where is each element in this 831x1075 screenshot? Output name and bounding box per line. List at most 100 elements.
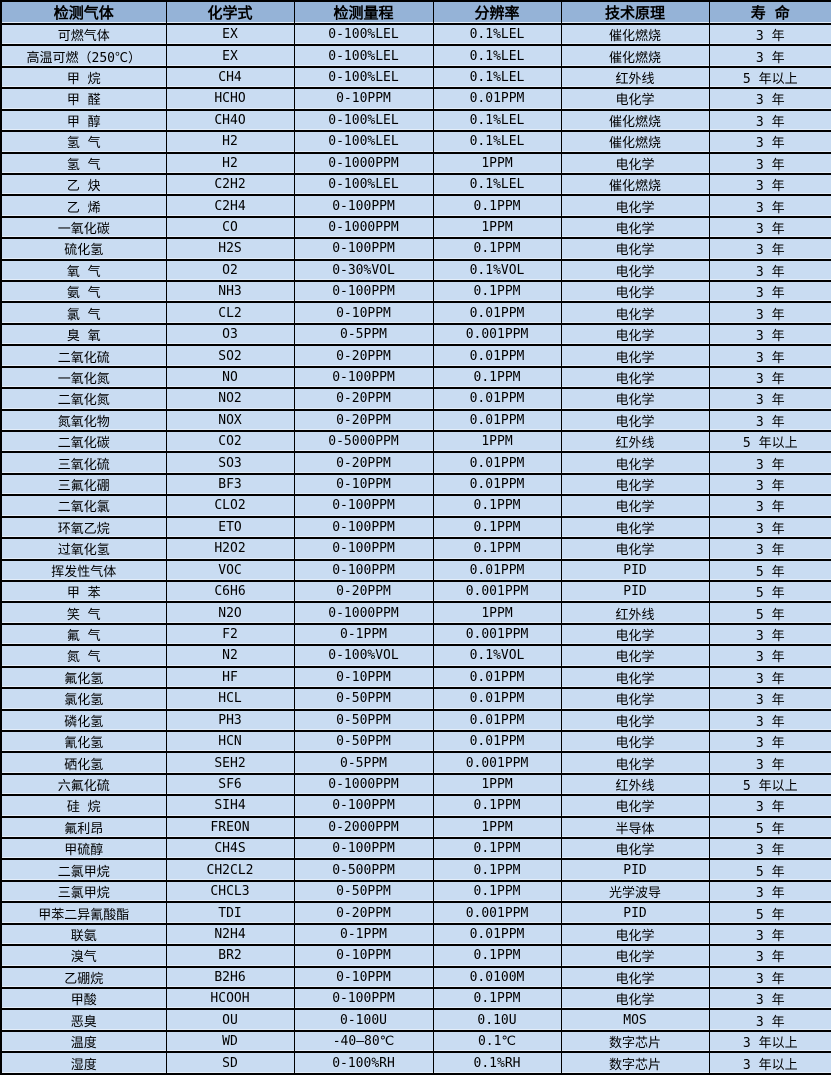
- gas-name-cell: 二氧化氮: [0, 388, 167, 411]
- resolution-cell: 0.10U: [432, 1009, 562, 1032]
- technology-cell: 电化学: [560, 366, 710, 390]
- chemical-formula-cell: NH3: [165, 281, 295, 304]
- resolution-cell: 0.1%VOL: [432, 259, 562, 283]
- resolution-cell: 0.1PPM: [432, 987, 562, 1011]
- resolution-cell: 0.1PPM: [432, 495, 562, 518]
- technology-cell: 电化学: [560, 216, 710, 240]
- lifespan-cell: 3 年: [708, 1009, 831, 1032]
- gas-name-cell: 湿度: [0, 1052, 167, 1075]
- lifespan-cell: 3 年: [708, 216, 831, 240]
- gas-name-cell: 二氧化硫: [0, 345, 167, 368]
- gas-name-cell: 笑 气: [0, 602, 167, 625]
- lifespan-cell: 5 年: [708, 602, 831, 625]
- chemical-formula-cell: SF6: [165, 773, 295, 797]
- table-row: 甲 烷 CH4 0-100%LEL 0.1%LEL 红外线 5 年以上: [0, 66, 831, 90]
- technology-cell: 电化学: [560, 452, 710, 475]
- chemical-formula-cell: VOC: [165, 559, 295, 582]
- column-header: 分辨率: [432, 1, 562, 25]
- gas-name-cell: 温度: [0, 1030, 167, 1054]
- lifespan-cell: 3 年: [708, 795, 831, 818]
- technology-cell: 电化学: [560, 152, 710, 175]
- gas-name-cell: 氮 气: [0, 645, 167, 668]
- lifespan-cell: 3 年以上: [708, 1030, 831, 1054]
- gas-name-cell: 氢 气: [0, 152, 167, 175]
- chemical-formula-cell: NO: [165, 366, 295, 390]
- table-row: 氟利昂 FREON 0-2000PPM 1PPM 半导体 5 年: [0, 816, 831, 840]
- table-header: 检测气体 化学式 检测量程 分辨率 技术原理寿 命: [0, 1, 831, 25]
- resolution-cell: 0.01PPM: [432, 345, 562, 368]
- technology-cell: PID: [560, 902, 710, 925]
- lifespan-cell: 3 年: [708, 709, 831, 732]
- lifespan-cell: 3 年以上: [708, 1052, 831, 1075]
- technology-cell: PID: [560, 859, 710, 882]
- lifespan-cell: 3 年: [708, 173, 831, 197]
- detection-range-cell: 0-1000PPM: [293, 602, 434, 625]
- lifespan-cell: 3 年: [708, 666, 831, 690]
- chemical-formula-cell: CH2CL2: [165, 859, 295, 882]
- gas-name-cell: 恶臭: [0, 1009, 167, 1032]
- detection-range-cell: 0-50PPM: [293, 688, 434, 711]
- lifespan-cell: 3 年: [708, 966, 831, 990]
- technology-cell: 电化学: [560, 709, 710, 732]
- detection-range-cell: 0-50PPM: [293, 730, 434, 754]
- chemical-formula-cell: CO: [165, 216, 295, 240]
- detection-range-cell: 0-100PPM: [293, 495, 434, 518]
- lifespan-cell: 3 年: [708, 131, 831, 154]
- chemical-formula-cell: CO2: [165, 431, 295, 454]
- technology-cell: 催化燃烧: [560, 131, 710, 154]
- gas-name-cell: 乙 炔: [0, 173, 167, 197]
- lifespan-cell: 3 年: [708, 495, 831, 518]
- gas-name-cell: 过氧化氢: [0, 538, 167, 561]
- gas-name-cell: 三氧化硫: [0, 452, 167, 475]
- chemical-formula-cell: EX: [165, 24, 295, 47]
- technology-cell: 电化学: [560, 966, 710, 990]
- lifespan-cell: 3 年: [708, 152, 831, 175]
- table-row: 乙 烯 C2H4 0-100PPM 0.1PPM 电化学 3 年: [0, 195, 831, 218]
- gas-name-cell: 硅 烷: [0, 795, 167, 818]
- table-row: 挥发性气体 VOC 0-100PPM 0.01PPM PID 5 年: [0, 559, 831, 582]
- lifespan-cell: 5 年以上: [708, 66, 831, 90]
- detection-range-cell: 0-20PPM: [293, 409, 434, 433]
- detection-range-cell: 0-500PPM: [293, 859, 434, 882]
- chemical-formula-cell: PH3: [165, 709, 295, 732]
- detection-range-cell: 0-100%LEL: [293, 173, 434, 197]
- detection-range-cell: 0-10PPM: [293, 473, 434, 497]
- technology-cell: 电化学: [560, 623, 710, 647]
- chemical-formula-cell: CL2: [165, 302, 295, 325]
- table-row: 甲苯二异氰酸酯 TDI 0-20PPM 0.001PPM PID 5 年: [0, 902, 831, 925]
- gas-name-cell: 臭 氧: [0, 323, 167, 347]
- chemical-formula-cell: OU: [165, 1009, 295, 1032]
- chemical-formula-cell: H2S: [165, 238, 295, 261]
- chemical-formula-cell: C2H2: [165, 173, 295, 197]
- table-row: 氢 气 H2 0-100%LEL 0.1%LEL 催化燃烧 3 年: [0, 131, 831, 154]
- table-row: 联氨 N2H4 0-1PPM 0.01PPM 电化学 3 年: [0, 923, 831, 947]
- gas-name-cell: 氯 气: [0, 302, 167, 325]
- lifespan-cell: 3 年: [708, 473, 831, 497]
- detection-range-cell: 0-10PPM: [293, 302, 434, 325]
- table-row: 三氧化硫 SO3 0-20PPM 0.01PPM 电化学 3 年: [0, 452, 831, 475]
- chemical-formula-cell: B2H6: [165, 966, 295, 990]
- gas-name-cell: 氟利昂: [0, 816, 167, 840]
- lifespan-cell: 3 年: [708, 302, 831, 325]
- table-row: 溴气 BR2 0-10PPM 0.1PPM 电化学 3 年: [0, 945, 831, 968]
- lifespan-cell: 3 年: [708, 752, 831, 775]
- lifespan-cell: 3 年: [708, 281, 831, 304]
- chemical-formula-cell: CH4S: [165, 838, 295, 861]
- lifespan-cell: 3 年: [708, 259, 831, 283]
- table-row: 硫化氢 H2S 0-100PPM 0.1PPM 电化学 3 年: [0, 238, 831, 261]
- resolution-cell: 0.1PPM: [432, 366, 562, 390]
- detection-range-cell: 0-5000PPM: [293, 431, 434, 454]
- chemical-formula-cell: H2: [165, 152, 295, 175]
- detection-range-cell: 0-100PPM: [293, 238, 434, 261]
- lifespan-cell: 5 年以上: [708, 773, 831, 797]
- lifespan-cell: 3 年: [708, 109, 831, 133]
- detection-range-cell: 0-100%LEL: [293, 24, 434, 47]
- table-row: 硅 烷 SIH4 0-100PPM 0.1PPM 电化学 3 年: [0, 795, 831, 818]
- resolution-cell: 1PPM: [432, 816, 562, 840]
- lifespan-cell: 3 年: [708, 987, 831, 1011]
- table-row: 三氟化硼 BF3 0-10PPM 0.01PPM 电化学 3 年: [0, 473, 831, 497]
- chemical-formula-cell: N2H4: [165, 923, 295, 947]
- gas-name-cell: 二氯甲烷: [0, 859, 167, 882]
- lifespan-cell: 5 年: [708, 902, 831, 925]
- gas-name-cell: 一氧化碳: [0, 216, 167, 240]
